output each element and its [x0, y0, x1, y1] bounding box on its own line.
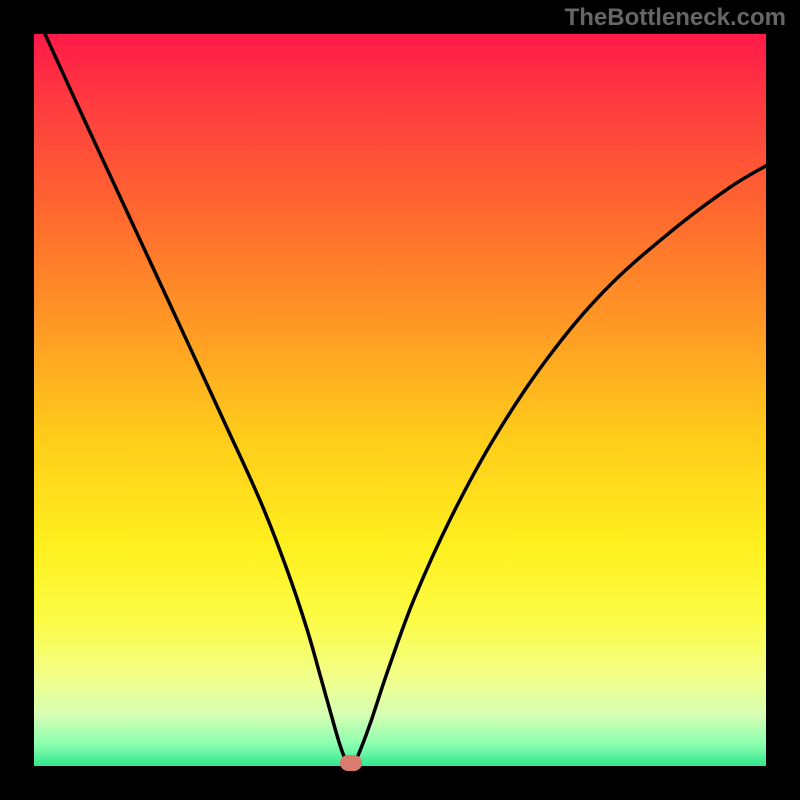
plot-area: [34, 34, 766, 766]
watermark-text: TheBottleneck.com: [565, 4, 786, 32]
bottleneck-curve-path: [45, 34, 766, 766]
outer-frame: TheBottleneck.com: [0, 0, 800, 800]
valley-marker: [340, 755, 362, 771]
bottleneck-curve: [34, 34, 766, 766]
